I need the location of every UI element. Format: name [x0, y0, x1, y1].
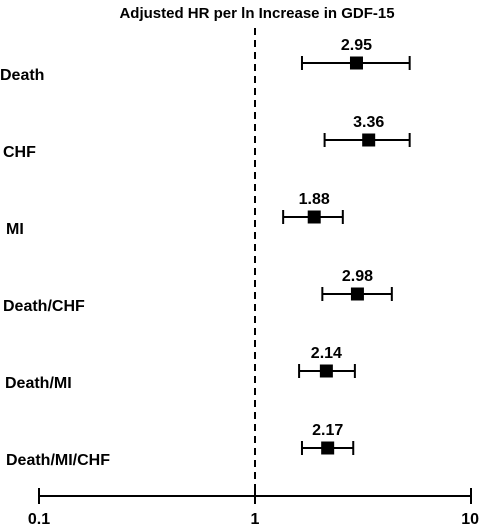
row-death-mi: Death/MI 2.14	[5, 345, 356, 392]
row-label: Death	[0, 67, 44, 84]
chart-title: Adjusted HR per ln Increase in GDF-15	[119, 5, 394, 22]
row-chf: CHF 3.36	[3, 114, 411, 161]
x-axis: 0.1 1 10	[28, 488, 479, 528]
row-death: Death 2.95	[0, 37, 411, 84]
hr-point	[307, 210, 321, 224]
row-death-mi-chf: Death/MI/CHF 2.17	[6, 422, 355, 469]
row-mi: MI 1.88	[6, 191, 344, 238]
hr-value-label: 2.14	[311, 345, 342, 362]
row-label: MI	[6, 221, 24, 238]
x-tick-label: 1	[251, 511, 260, 528]
hr-value-label: 3.36	[353, 114, 384, 131]
x-tick-label: 0.1	[28, 511, 50, 528]
hr-point	[362, 133, 376, 147]
row-death-chf: Death/CHF 2.98	[3, 268, 393, 315]
hr-point	[321, 441, 335, 455]
hr-point	[319, 364, 333, 378]
data-rows: Death2.95CHF3.36MI1.88Death/CHF2.98Death…	[0, 37, 411, 469]
hr-value-label: 2.17	[312, 422, 343, 439]
hr-point	[350, 287, 364, 301]
row-label: Death/CHF	[3, 298, 85, 315]
hr-value-label: 2.95	[341, 37, 372, 54]
row-label: CHF	[3, 144, 36, 161]
hr-point	[349, 56, 363, 70]
hr-value-label: 1.88	[299, 191, 330, 208]
row-label: Death/MI	[5, 375, 72, 392]
hr-value-label: 2.98	[342, 268, 373, 285]
row-label: Death/MI/CHF	[6, 452, 110, 469]
x-tick-label: 10	[461, 511, 479, 528]
